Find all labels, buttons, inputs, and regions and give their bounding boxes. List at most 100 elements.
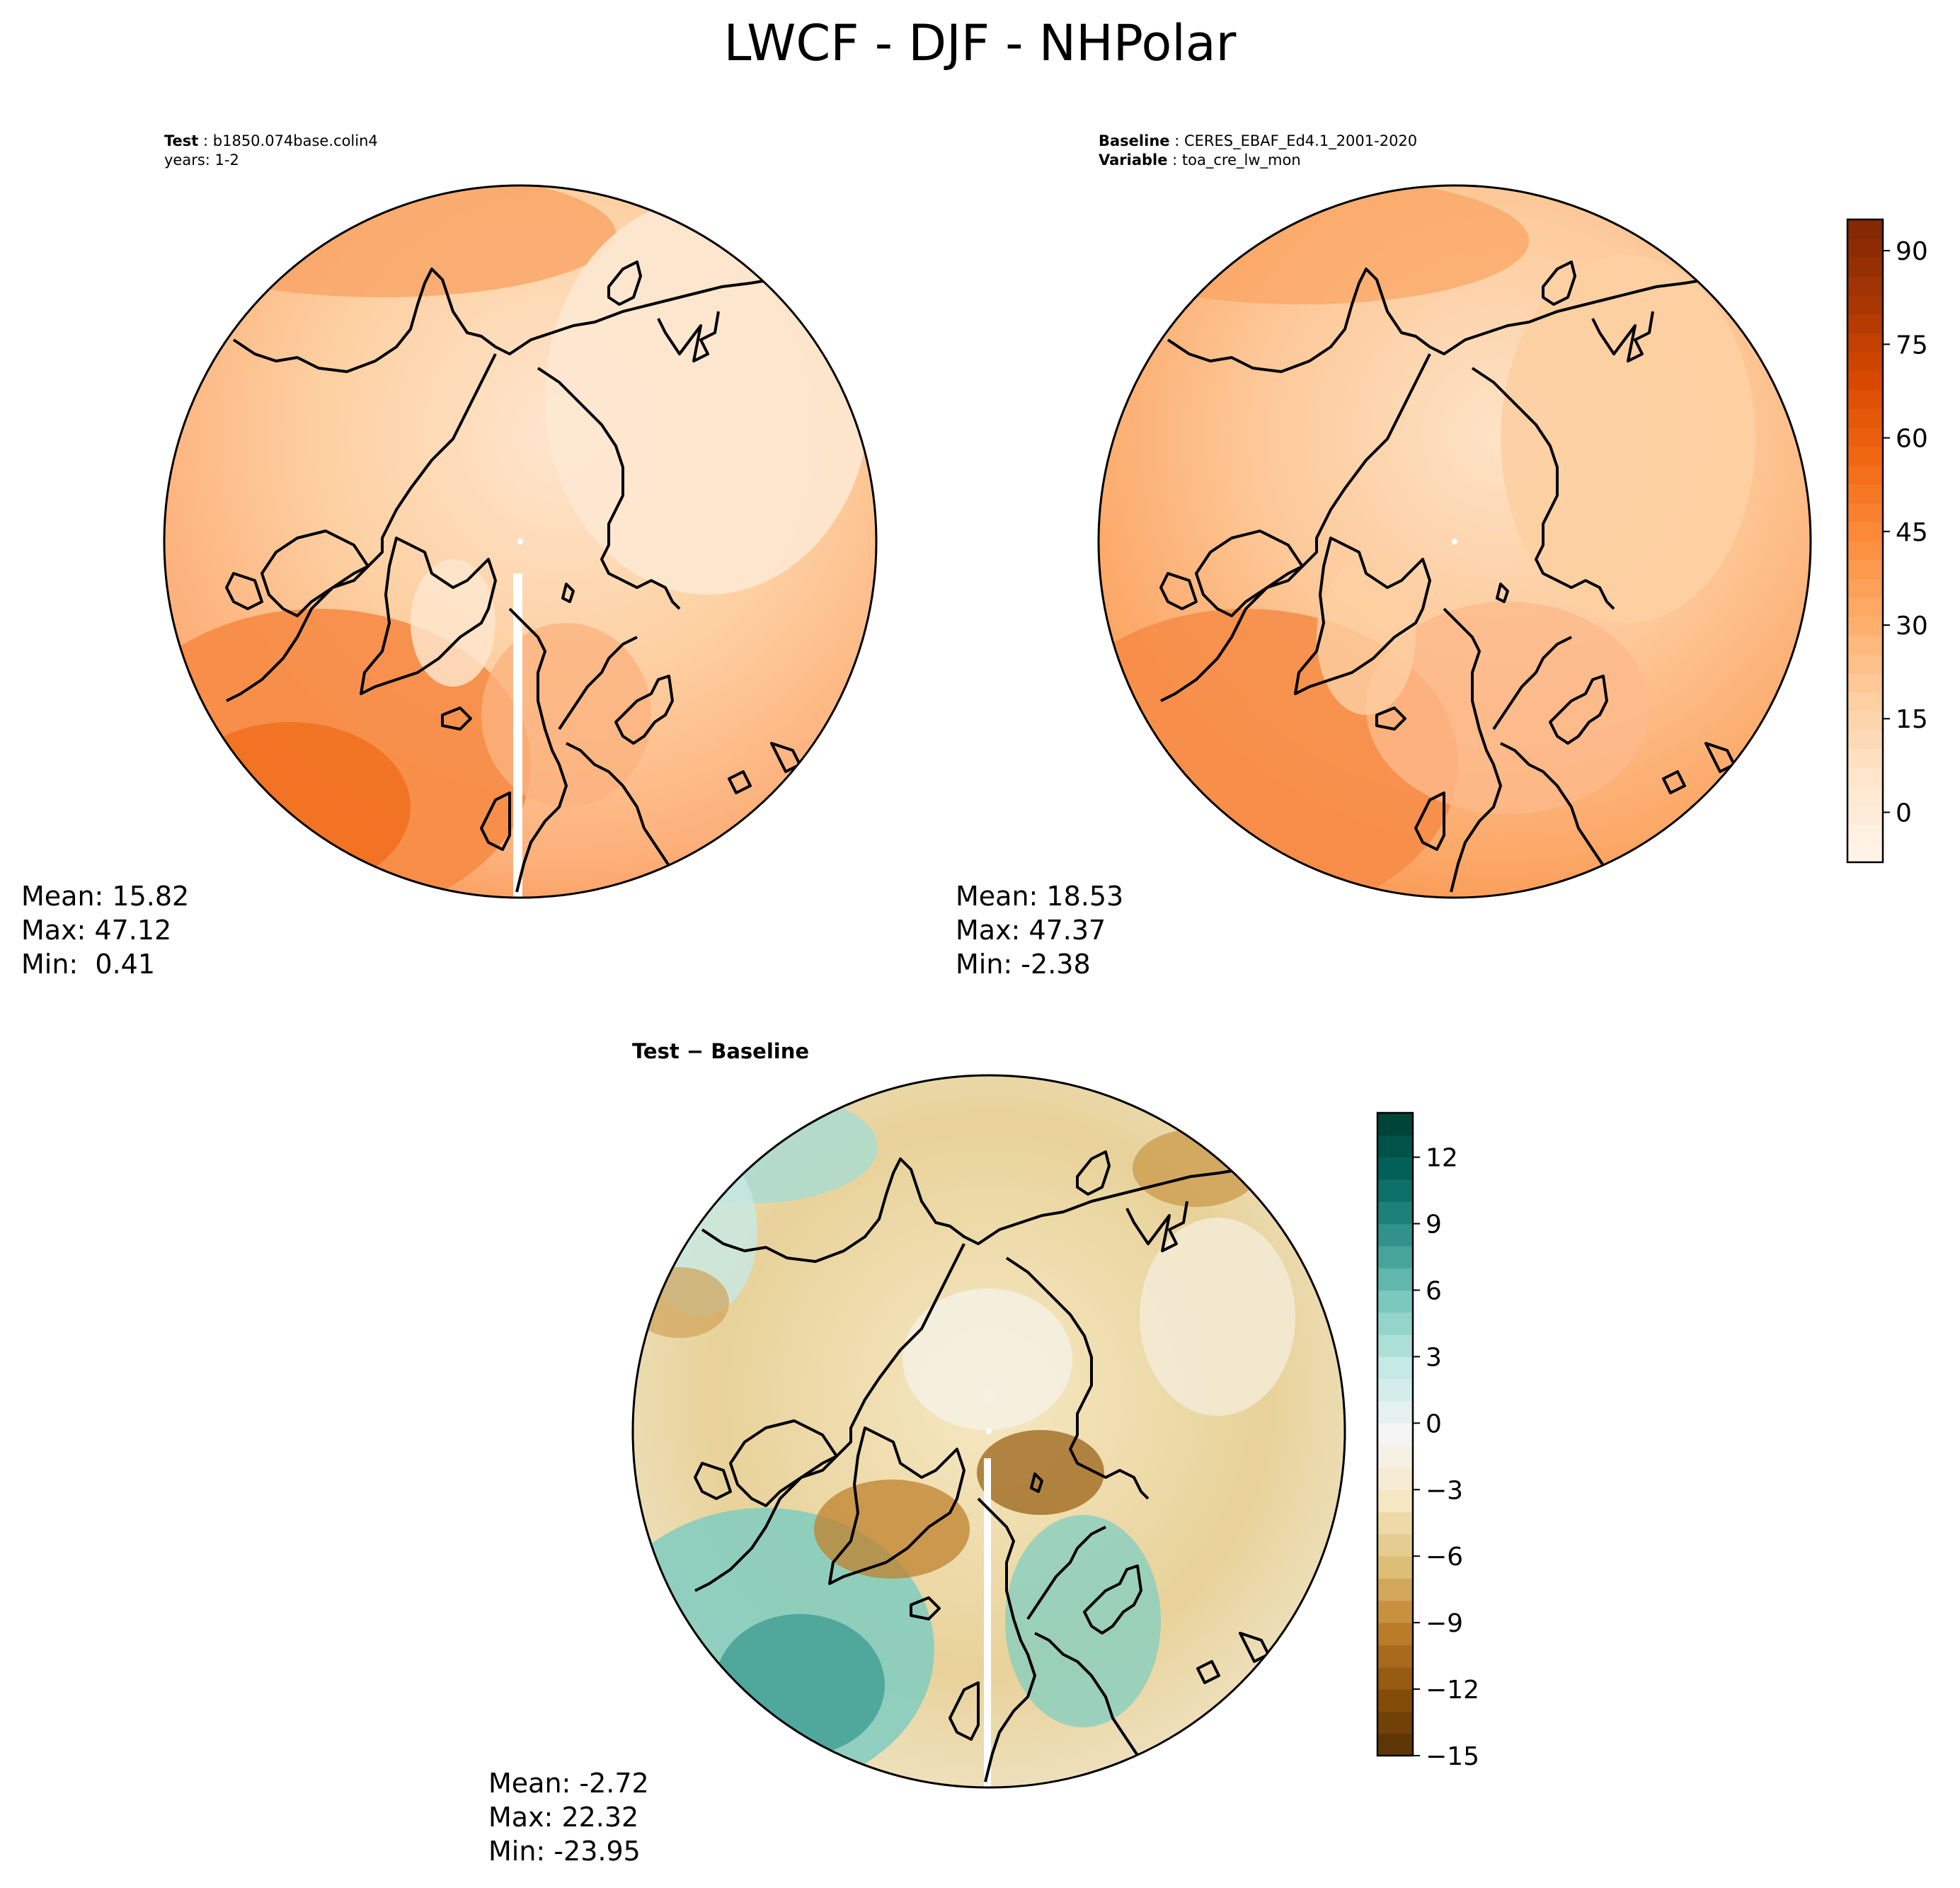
- diff-colorbar-tick-label: 3: [1426, 1343, 1442, 1372]
- main-colorbar-swatch: [1847, 314, 1883, 333]
- main-colorbar-swatch: [1847, 238, 1883, 258]
- test-mean: Mean: 15.82: [21, 881, 190, 912]
- baseline-key-label: Baseline: [1099, 132, 1170, 149]
- test-key-label: Test: [164, 132, 199, 149]
- main-colorbar-frame: [1846, 218, 1884, 864]
- test-map: [163, 184, 878, 899]
- main-colorbar-tick-label: 45: [1896, 518, 1928, 547]
- main-colorbar-swatch: [1847, 427, 1883, 447]
- diff-max: Max: 22.32: [488, 1802, 639, 1833]
- main-colorbar-swatch: [1847, 333, 1883, 353]
- diff-title: Test − Baseline: [632, 1039, 810, 1063]
- main-colorbar-swatch: [1847, 351, 1883, 372]
- diff-colorbar-tick-label: 12: [1426, 1144, 1458, 1173]
- diff-colorbar-swatch: [1377, 1445, 1413, 1468]
- figure-title: LWCF - DJF - NHPolar: [723, 14, 1237, 72]
- diff-colorbar-swatch: [1377, 1201, 1413, 1225]
- diff-colorbar-swatch: [1377, 1689, 1413, 1712]
- diff-colorbar-swatch: [1377, 1733, 1413, 1756]
- diff-map-border: [631, 1074, 1346, 1789]
- diff-mean: Mean: -2.72: [488, 1768, 649, 1799]
- diff-colorbar-tick-label: −3: [1426, 1476, 1463, 1505]
- diff-colorbar-swatch: [1377, 1334, 1413, 1358]
- diff-map: [631, 1074, 1346, 1789]
- diff-colorbar-tick-label: −12: [1426, 1676, 1479, 1705]
- main-colorbar-swatch: [1847, 446, 1883, 466]
- diff-colorbar-swatch: [1377, 1511, 1413, 1535]
- diff-colorbar-swatch: [1377, 1245, 1413, 1269]
- diff-colorbar-tick-label: −9: [1426, 1609, 1463, 1638]
- diff-colorbar-swatch: [1377, 1290, 1413, 1313]
- test-map-field: [164, 185, 876, 898]
- main-colorbar-swatch: [1847, 294, 1883, 315]
- diff-colorbar-swatch: [1377, 1711, 1413, 1734]
- diff-colorbar-swatch: [1377, 1223, 1413, 1247]
- diff-colorbar-swatch: [1377, 1644, 1413, 1668]
- diff-colorbar-swatch: [1377, 1268, 1413, 1291]
- main-colorbar-swatch: [1847, 465, 1883, 485]
- diff-colorbar-tick-label: 0: [1426, 1409, 1442, 1438]
- main-colorbar-swatch: [1847, 578, 1883, 598]
- main-colorbar-swatch: [1847, 219, 1883, 239]
- baseline-map: [1097, 184, 1812, 899]
- diff-colorbar-swatch: [1377, 1600, 1413, 1623]
- diff-colorbar-swatch: [1377, 1378, 1413, 1402]
- variable-name: toa_cre_lw_mon: [1181, 151, 1301, 168]
- main-colorbar-tick-label: 30: [1896, 612, 1928, 641]
- diff-colorbar: 12 9 6 3 0 −3 −6 −9 −12 −15: [1376, 1111, 1479, 1771]
- diff-colorbar-tick-label: −15: [1426, 1742, 1479, 1771]
- main-colorbar-swatch: [1847, 786, 1883, 806]
- diff-colorbar-swatch: [1377, 1157, 1413, 1180]
- main-colorbar-swatch: [1847, 748, 1883, 769]
- baseline-map-border: [1097, 184, 1812, 899]
- diff-colorbar-tick-label: 6: [1426, 1276, 1442, 1305]
- baseline-mean: Mean: 18.53: [956, 881, 1124, 912]
- diff-colorbar-swatch: [1377, 1556, 1413, 1579]
- diff-colorbar-swatch: [1377, 1401, 1413, 1424]
- main-colorbar-swatch: [1847, 673, 1883, 693]
- diff-colorbar-tick-label: −6: [1426, 1543, 1463, 1572]
- main-colorbar-swatch: [1847, 503, 1883, 522]
- main-colorbar-swatch: [1847, 597, 1883, 617]
- diff-colorbar-tick-label: 9: [1426, 1211, 1442, 1240]
- main-colorbar: 0 15 30 45 60 75 90: [1846, 218, 1928, 864]
- baseline-stats: Mean: 18.53 Max: 47.37 Min: -2.38: [956, 879, 1123, 981]
- diff-colorbar-swatch: [1377, 1135, 1413, 1158]
- main-colorbar-swatch: [1847, 559, 1883, 580]
- main-colorbar-swatch: [1847, 616, 1883, 636]
- main-colorbar-tick-label: 60: [1896, 425, 1928, 454]
- main-colorbar-tick-label: 15: [1896, 705, 1928, 734]
- main-colorbar-swatch: [1847, 692, 1883, 711]
- diff-colorbar-swatch: [1377, 1489, 1413, 1513]
- diff-stats: Mean: -2.72 Max: 22.32 Min: -23.95: [488, 1766, 649, 1868]
- main-colorbar-tick-label: 75: [1896, 331, 1928, 360]
- baseline-case-name: CERES_EBAF_Ed4.1_2001-2020: [1184, 132, 1418, 149]
- diff-colorbar-swatch: [1377, 1423, 1413, 1446]
- variable-key-label: Variable: [1099, 151, 1168, 168]
- test-map-border: [163, 184, 878, 899]
- diff-colorbar-swatch: [1377, 1533, 1413, 1557]
- test-case-name: b1850.074base.colin4: [212, 132, 378, 149]
- main-colorbar-swatch: [1847, 541, 1883, 561]
- main-colorbar-swatch: [1847, 484, 1883, 504]
- main-colorbar-swatch: [1847, 408, 1883, 428]
- test-max: Max: 47.12: [21, 915, 172, 946]
- diff-colorbar-swatch: [1377, 1623, 1413, 1646]
- baseline-coastlines: [1159, 261, 1736, 893]
- diff-colorbar-frame: [1376, 1111, 1414, 1757]
- diff-min: Min: -23.95: [488, 1836, 641, 1867]
- main-colorbar-swatch: [1847, 767, 1883, 787]
- main-colorbar-tick-label: 0: [1896, 799, 1912, 828]
- test-stats: Mean: 15.82 Max: 47.12 Min: 0.41: [21, 879, 189, 981]
- test-min: Min: 0.41: [21, 949, 155, 980]
- diff-colorbar-swatch: [1377, 1467, 1413, 1490]
- main-colorbar-swatch: [1847, 805, 1883, 825]
- main-colorbar-swatch: [1847, 824, 1883, 844]
- test-years: years: 1-2: [164, 151, 239, 168]
- diff-map-field: [633, 1075, 1345, 1787]
- diff-colorbar-swatch: [1377, 1666, 1413, 1690]
- main-colorbar-swatch: [1847, 370, 1883, 390]
- main-colorbar-tick-label: 90: [1896, 237, 1928, 266]
- diff-colorbar-swatch: [1377, 1113, 1413, 1135]
